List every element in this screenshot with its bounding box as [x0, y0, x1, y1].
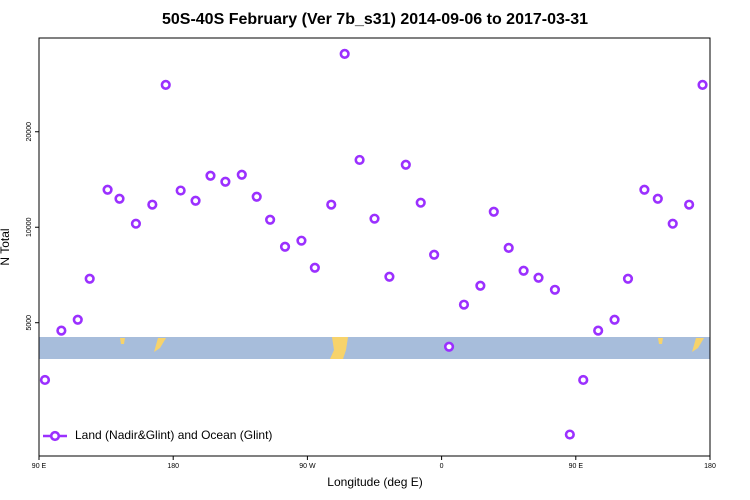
legend-label: Land (Nadir&Glint) and Ocean (Glint) — [75, 428, 272, 442]
x-tick-label: 0 — [440, 463, 444, 470]
legend-marker — [49, 430, 61, 442]
x-tick-label: 90 E — [32, 463, 47, 470]
plot-frame — [38, 37, 711, 457]
y-axis-label: N Total — [0, 228, 12, 265]
data-point — [400, 159, 411, 170]
data-point — [39, 374, 51, 386]
data-point — [429, 249, 440, 260]
y-tick-label: 10000 — [26, 217, 33, 237]
map-strip — [39, 337, 710, 359]
data-point — [102, 184, 113, 195]
data-point — [475, 280, 486, 291]
data-point — [326, 199, 337, 210]
x-tick-label: 90 E — [569, 463, 584, 470]
data-point — [369, 213, 380, 224]
data-point — [697, 79, 708, 91]
data-point — [652, 193, 663, 204]
data-point — [415, 197, 426, 208]
data-point — [72, 314, 83, 325]
data-point — [549, 284, 561, 295]
data-point — [578, 374, 589, 386]
data-point — [220, 176, 231, 187]
chart-title: 50S-40S February (Ver 7b_s31) 2014-09-06… — [162, 11, 588, 28]
data-point — [488, 206, 499, 217]
data-point — [309, 262, 320, 273]
data-point — [564, 429, 575, 440]
data-point — [593, 325, 604, 336]
data-point — [384, 271, 395, 282]
x-tick-label: 180 — [704, 463, 716, 470]
data-point — [56, 325, 67, 336]
data-point — [684, 199, 695, 210]
y-tick-label: 5000 — [26, 315, 33, 331]
data-point — [354, 154, 365, 166]
data-point — [114, 193, 125, 204]
data-point — [175, 185, 186, 196]
y-tick-label: 20000 — [26, 122, 33, 142]
data-point — [279, 241, 291, 252]
data-point — [147, 199, 158, 210]
data-point — [443, 341, 455, 352]
data-point — [160, 79, 171, 91]
data-point — [190, 195, 201, 206]
x-axis-label: Longitude (deg E) — [327, 475, 422, 489]
data-point — [265, 214, 276, 225]
data-point — [518, 265, 529, 276]
data-point — [639, 184, 650, 195]
data-point — [130, 218, 142, 229]
x-tick-label: 180 — [167, 463, 179, 470]
data-point — [251, 191, 262, 202]
data-point — [296, 235, 307, 246]
data-point — [84, 273, 95, 284]
data-point — [236, 169, 247, 180]
data-point — [667, 218, 678, 229]
data-point — [609, 314, 620, 325]
data-point — [205, 170, 216, 181]
data-point — [458, 299, 470, 310]
data-point — [339, 48, 350, 59]
data-point — [622, 273, 634, 284]
data-point — [503, 242, 514, 253]
x-tick-label: 90 W — [299, 463, 316, 470]
data-point — [533, 272, 544, 283]
